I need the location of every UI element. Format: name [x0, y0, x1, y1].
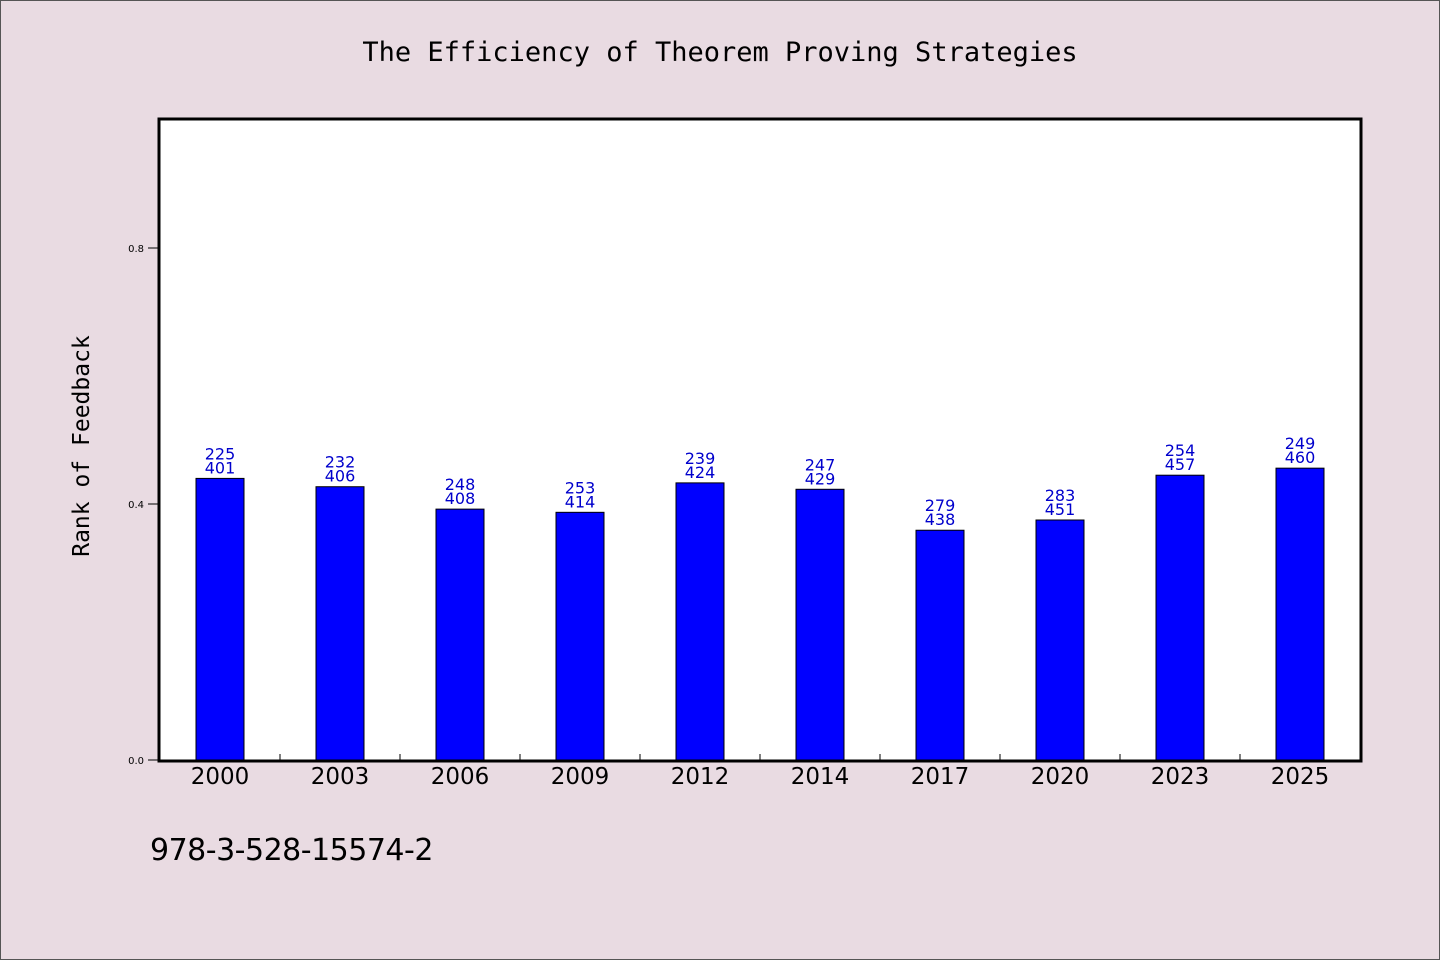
bar-label-lower-2012: 424	[685, 463, 716, 482]
bar-2020	[1035, 519, 1085, 761]
x-tick-label-2020: 2020	[1031, 764, 1090, 790]
x-tick-label-2003: 2003	[311, 764, 370, 790]
bar-label-lower-2006: 408	[445, 489, 476, 508]
y-axis-label: Rank of Feedback	[69, 335, 95, 557]
bar-label-lower-2009: 414	[565, 492, 596, 511]
bar-label-lower-2000: 401	[205, 458, 236, 477]
bar-2009	[555, 511, 605, 761]
footer-code: 978-3-528-15574-2	[150, 833, 433, 868]
bar-label-lower-2023: 457	[1165, 455, 1196, 474]
x-tick-label-2000: 2000	[191, 764, 250, 790]
bar-2012	[675, 482, 725, 761]
plot-border	[157, 117, 1363, 763]
bar-label-upper-2017: 279	[925, 496, 956, 515]
bar-label-lower-2020: 451	[1045, 500, 1076, 519]
bar-label-lower-2025: 460	[1285, 448, 1316, 467]
x-tick-label-2012: 2012	[671, 764, 730, 790]
y-tick-label-0.0: 0.0	[128, 756, 144, 767]
y-tick-label-0.4: 0.4	[128, 500, 144, 511]
bar-label-upper-2009: 253	[565, 478, 596, 497]
bar-2006	[435, 508, 485, 761]
chart-title: The Efficiency of Theorem Proving Strate…	[362, 37, 1077, 68]
bar-2017	[915, 529, 965, 761]
bars-group	[195, 467, 1325, 761]
bar-label-upper-2020: 283	[1045, 486, 1076, 505]
x-axis: 2000 2003 2006 2009 2012 2014 2017 2020 2023 2025	[191, 754, 1330, 790]
bar-2000	[195, 477, 245, 761]
y-tick-label-0.8: 0.8	[128, 244, 144, 255]
bar-label-lower-2003: 406	[325, 467, 356, 486]
x-tick-label-2025: 2025	[1271, 764, 1330, 790]
bar-2023	[1155, 474, 1205, 761]
y-axis: 0.0 0.4 0.8	[128, 244, 160, 767]
x-tick-label-2023: 2023	[1151, 764, 1210, 790]
bar-label-upper-2023: 254	[1165, 441, 1196, 460]
bar-label-upper-2006: 248	[445, 475, 476, 494]
bar-label-lower-2014: 429	[805, 469, 836, 488]
bar-2003	[315, 486, 365, 761]
x-tick-label-2006: 2006	[431, 764, 490, 790]
bar-label-upper-2012: 239	[685, 449, 716, 468]
bar-label-lower-2017: 438	[925, 510, 956, 529]
bar-label-upper-2003: 232	[325, 453, 356, 472]
x-tick-label-2014: 2014	[791, 764, 850, 790]
x-tick-label-2017: 2017	[911, 764, 970, 790]
bar-2025	[1275, 467, 1325, 761]
bar-2014	[795, 488, 845, 761]
bar-label-upper-2025: 249	[1285, 434, 1316, 453]
x-tick-label-2009: 2009	[551, 764, 610, 790]
bar-label-upper-2000: 225	[205, 444, 236, 463]
bar-label-upper-2014: 247	[805, 455, 836, 474]
